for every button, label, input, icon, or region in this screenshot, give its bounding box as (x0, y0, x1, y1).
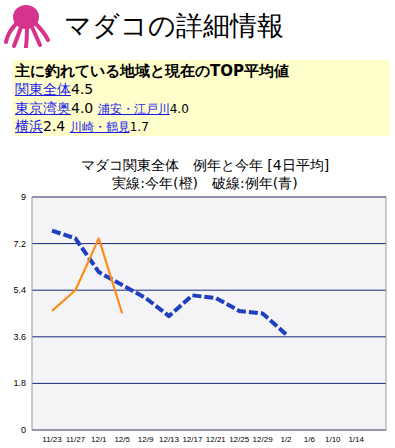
y-tick-label: 1.8 (13, 378, 26, 388)
octopus-icon (4, 2, 50, 48)
x-tick-label: 12/1 (91, 435, 107, 444)
x-tick-label: 1/2 (280, 435, 292, 444)
x-tick-label: 1/6 (304, 435, 316, 444)
subarea-link[interactable]: 浦安・江戸川 (98, 102, 170, 116)
area-value: 4.0 (71, 100, 93, 116)
y-tick-label: 0 (21, 425, 26, 435)
series-group (52, 231, 286, 335)
y-tick-label: 5.4 (13, 285, 26, 295)
grid-line (32, 290, 386, 291)
x-tick-label: 11/27 (66, 435, 86, 444)
x-tick-label: 1/14 (348, 435, 364, 444)
x-tick-label: 12/21 (206, 435, 227, 444)
area-value: 2.4 (43, 118, 65, 134)
x-tick-label: 12/9 (138, 435, 154, 444)
x-tick-label: 12/25 (229, 435, 250, 444)
x-tick-label: 12/29 (253, 435, 274, 444)
page-title: マダコの詳細情報 (64, 9, 284, 43)
chart-subtitle: 実線:今年(橙) 破線:例年(青) (112, 175, 297, 191)
chart: マダコ関東全体 例年と今年 [4日平均] 実線:今年(橙) 破線:例年(青) 0 1.… (0, 0, 395, 448)
area-row: 関東全体4.5 (15, 80, 93, 98)
area-row: 東京湾奥4.0 浦安・江戸川4.0 (15, 99, 189, 118)
x-tick-label: 12/17 (182, 435, 203, 444)
y-tick-label: 9 (21, 192, 26, 202)
area-row: 横浜2.4 川崎・鶴見1.7 (15, 117, 149, 136)
x-tick-label: 12/13 (159, 435, 180, 444)
series-line (52, 238, 122, 313)
subarea-link[interactable]: 川崎・鶴見 (70, 120, 130, 134)
y-tick-label: 7.2 (13, 239, 26, 249)
area-value: 4.5 (71, 81, 93, 97)
subarea-value: 4.0 (170, 102, 189, 116)
icon-tentacle (14, 27, 21, 46)
plot-background (32, 197, 386, 430)
summary-box: 主に釣れている地域と現在のTOP平均値関東全体4.5東京湾奥4.0 浦安・江戸川… (12, 60, 390, 136)
grid-line (32, 383, 386, 384)
box-title: 主に釣れている地域と現在のTOP平均値 (15, 62, 289, 80)
area-link[interactable]: 東京湾奥 (15, 100, 71, 116)
plot-frame (32, 197, 386, 430)
icon-tentacle (26, 28, 27, 47)
icon-tentacle (36, 24, 48, 40)
x-tick-label: 11/23 (42, 435, 62, 444)
series-line (52, 231, 286, 335)
subarea-value: 1.7 (130, 120, 149, 134)
grid-line (32, 336, 386, 337)
y-tick-label: 3.6 (13, 332, 26, 342)
x-tick-label: 1/10 (325, 435, 341, 444)
area-link[interactable]: 横浜 (15, 118, 43, 134)
grid-line (32, 243, 386, 244)
chart-title: マダコ関東全体 例年と今年 [4日平均] (81, 157, 329, 173)
area-link[interactable]: 関東全体 (15, 81, 71, 97)
x-tick-label: 12/5 (114, 435, 130, 444)
